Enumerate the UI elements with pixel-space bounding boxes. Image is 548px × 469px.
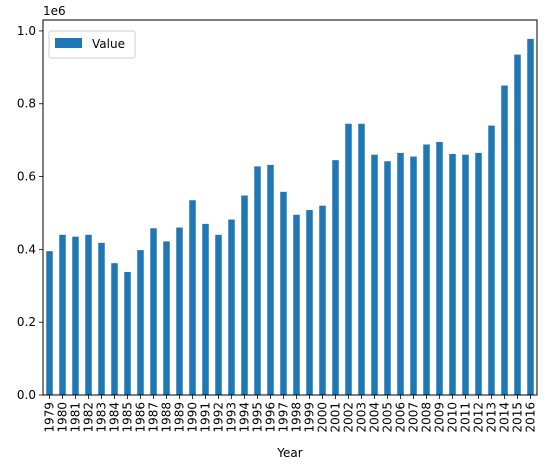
x-tick-label: 1999 [303,402,317,433]
bar-2003 [358,123,365,395]
x-tick-label: 1979 [43,402,57,433]
x-tick-label: 1986 [134,402,148,433]
x-tick-label: 2012 [472,402,486,433]
bar-1994 [241,195,248,395]
bar-2008 [423,144,430,395]
x-tick-label: 2000 [316,402,330,433]
x-tick-label: 2003 [355,402,369,433]
x-tick-label: 2005 [381,402,395,433]
legend-label: Value [92,37,125,51]
bar-2000 [319,205,326,395]
legend-box [48,30,136,59]
bar-2013 [488,125,495,396]
bar-1984 [111,263,118,395]
x-tick-label: 2010 [446,402,460,433]
bar-1989 [176,227,183,395]
y-tick-label: 0.4 [17,242,36,256]
y-tick-label: 0.2 [17,315,36,329]
bar-2009 [436,141,443,395]
bar-2015 [514,54,521,396]
bars-group [46,38,534,396]
x-tick-label: 1998 [290,402,304,433]
x-tick-label: 2007 [407,402,421,433]
x-tick-label: 1981 [69,402,83,433]
bar-1997 [280,191,287,395]
x-tick-label: 2015 [511,402,525,433]
x-tick-label: 1980 [56,402,70,433]
bar-2012 [475,152,482,395]
bar-1985 [124,271,131,395]
x-axis-label: Year [276,446,302,460]
bar-1980 [59,234,66,395]
bar-1981 [72,236,79,395]
bar-1988 [163,241,170,395]
y-tick-label: 0.8 [17,97,36,111]
x-tick-label: 1993 [225,402,239,433]
x-tick-label: 2008 [420,402,434,433]
bar-2011 [462,154,469,395]
bar-2001 [332,160,339,395]
x-tick-label: 1990 [186,402,200,433]
y-tick-label: 1.0 [17,24,36,38]
x-tick-label: 1997 [277,402,291,433]
x-ticks: 1979 1980 1981 1982 1983 1984 1985 1986 1987 1988… [43,395,538,433]
legend-swatch [55,38,82,48]
x-tick-label: 2011 [459,402,473,433]
x-tick-label: 1984 [108,402,122,433]
bar-1979 [46,251,53,395]
bar-2007 [410,156,417,395]
x-tick-label: 2004 [368,402,382,433]
y-scale-label: 1e6 [43,4,66,18]
bar-2010 [449,153,456,395]
x-tick-label: 2001 [329,402,343,433]
bar-1987 [150,228,157,395]
x-tick-label: 1989 [173,402,187,433]
x-tick-label: 1985 [121,402,135,433]
bar-2005 [384,161,391,395]
y-ticks: 0.0 0.2 0.4 0.6 0.8 1.0 [17,24,43,402]
bar-2002 [345,123,352,395]
x-tick-label: 1987 [147,402,161,433]
bar-1982 [85,234,92,395]
x-tick-label: 2016 [524,402,538,433]
bar-2016 [527,38,534,395]
bar-1998 [293,214,300,395]
x-tick-label: 1982 [82,402,96,433]
x-tick-label: 1994 [238,402,252,433]
plot-frame [42,19,538,396]
x-tick-label: 1996 [264,402,278,433]
x-tick-label: 2014 [498,402,512,433]
x-tick-label: 1983 [95,402,109,433]
bar-1992 [215,234,222,395]
x-tick-label: 1995 [251,402,265,433]
y-tick-label: 0.0 [17,388,36,402]
x-tick-label: 1992 [212,402,226,433]
bar-1990 [189,200,196,395]
bar-1993 [228,219,235,395]
x-tick-label: 2009 [433,402,447,433]
bar-2006 [397,152,404,395]
bar-1999 [306,210,313,395]
bar-1986 [137,250,144,395]
bar-1983 [98,242,105,395]
x-tick-label: 1988 [160,402,174,433]
legend: Value [48,30,136,59]
bar-2014 [501,85,508,395]
x-tick-label: 2006 [394,402,408,433]
y-tick-label: 0.6 [17,170,36,184]
bar-1991 [202,223,209,395]
x-tick-label: 2002 [342,402,356,433]
bar-2004 [371,154,378,395]
x-tick-label: 1991 [199,402,213,433]
bar-1996 [267,164,274,395]
bar-1995 [254,166,261,395]
x-tick-label: 2013 [485,402,499,433]
